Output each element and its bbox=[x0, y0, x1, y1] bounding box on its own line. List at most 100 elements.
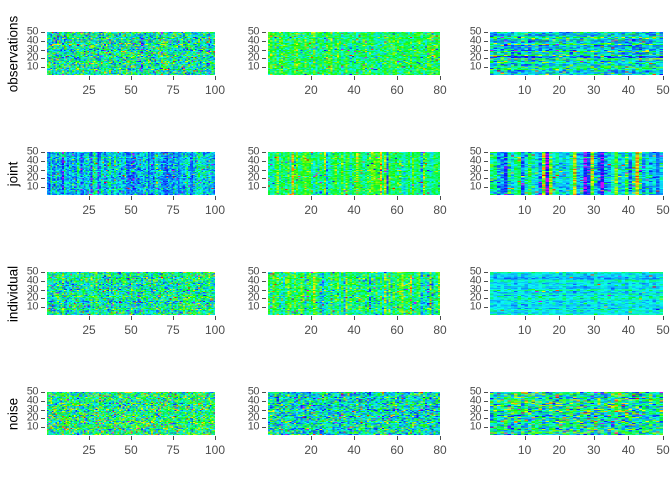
y-axis-tick-mark bbox=[484, 178, 488, 180]
x-axis-tick-mark bbox=[559, 316, 561, 320]
y-axis-tick-label: 40 bbox=[469, 274, 482, 287]
x-axis-tick-mark bbox=[593, 196, 595, 200]
x-axis-tick-mark bbox=[559, 436, 561, 440]
y-axis-tick-mark bbox=[41, 289, 45, 291]
x-axis-tick-label: 10 bbox=[517, 323, 532, 337]
y-axis-tick-mark bbox=[484, 272, 488, 274]
y-axis-tick-label: 30 bbox=[26, 43, 39, 56]
y-axis-tick-mark bbox=[484, 32, 488, 34]
y-axis-tick-label: 30 bbox=[247, 163, 260, 176]
y-axis-tick-mark bbox=[41, 161, 45, 162]
x-axis-tick-mark bbox=[215, 196, 216, 200]
x-axis-tick-mark bbox=[440, 316, 441, 320]
x-axis-tick-label: 50 bbox=[124, 323, 138, 337]
x-axis-tick-label: 80 bbox=[433, 203, 447, 217]
y-axis-tick-label: 50 bbox=[247, 385, 260, 398]
y-axis-tick-mark bbox=[41, 169, 45, 171]
y-axis-tick-mark bbox=[262, 298, 266, 300]
x-axis-tick-label: 25 bbox=[82, 443, 96, 457]
y-axis-tick-label: 30 bbox=[26, 283, 39, 296]
y-axis-tick-label: 40 bbox=[26, 274, 39, 287]
y-axis-tick-mark bbox=[41, 41, 45, 42]
x-axis-tick-label: 30 bbox=[587, 323, 601, 337]
y-axis-tick-label: 20 bbox=[26, 411, 39, 424]
x-axis-tick-label: 20 bbox=[552, 443, 566, 457]
x-axis-tick-mark bbox=[354, 76, 355, 80]
heatmap-image bbox=[47, 32, 215, 75]
y-axis-tick-mark bbox=[262, 392, 266, 394]
x-axis-tick-mark bbox=[89, 196, 90, 200]
x-axis-tick-label: 20 bbox=[552, 203, 566, 217]
y-axis-tick-mark bbox=[262, 306, 266, 308]
y-axis-tick-mark bbox=[262, 178, 266, 180]
x-axis-tick-mark bbox=[215, 436, 216, 440]
x-axis-tick-label: 20 bbox=[304, 443, 318, 457]
y-axis-tick-label: 10 bbox=[469, 180, 482, 193]
y-axis-tick-mark bbox=[41, 392, 45, 394]
y-axis-tick-label: 50 bbox=[469, 265, 482, 278]
x-axis-tick-label: 50 bbox=[124, 203, 138, 217]
y-axis-tick-label: 30 bbox=[469, 163, 482, 176]
heatmap-image bbox=[47, 272, 215, 315]
x-axis-tick-mark bbox=[397, 196, 398, 200]
y-axis-tick-label: 10 bbox=[26, 60, 39, 73]
y-axis-tick-label: 50 bbox=[26, 265, 39, 278]
y-axis-tick-mark bbox=[484, 281, 488, 282]
y-axis-tick-mark bbox=[484, 409, 488, 411]
x-axis-tick-label: 100 bbox=[204, 323, 226, 337]
y-axis-tick-mark bbox=[262, 161, 266, 162]
y-axis-tick-label: 40 bbox=[247, 274, 260, 287]
y-axis-tick-label: 20 bbox=[247, 411, 260, 424]
x-axis-tick-mark bbox=[593, 436, 595, 440]
heatmap-image bbox=[268, 272, 440, 315]
heatmap-image bbox=[490, 392, 663, 435]
x-axis-tick-label: 75 bbox=[166, 443, 180, 457]
y-axis-tick-label: 20 bbox=[26, 171, 39, 184]
x-axis-tick-mark bbox=[311, 316, 312, 320]
x-axis-tick-label: 20 bbox=[304, 323, 318, 337]
y-axis-tick-mark bbox=[41, 418, 45, 420]
heatmap-image bbox=[47, 152, 215, 195]
x-axis-tick-mark bbox=[354, 196, 355, 200]
y-axis-tick-mark bbox=[41, 272, 45, 274]
x-axis-tick-mark bbox=[593, 76, 595, 80]
y-axis-tick-mark bbox=[41, 298, 45, 300]
x-axis-tick-label: 30 bbox=[587, 203, 601, 217]
y-axis-tick-label: 40 bbox=[469, 154, 482, 167]
y-axis-tick-mark bbox=[484, 401, 488, 402]
heatmap-image bbox=[490, 152, 663, 195]
y-axis-tick-mark bbox=[484, 169, 488, 171]
x-axis-tick-label: 100 bbox=[204, 203, 226, 217]
row-label-joint: joint bbox=[5, 161, 21, 186]
x-axis-tick-mark bbox=[131, 436, 132, 440]
y-axis-tick-mark bbox=[41, 32, 45, 34]
y-axis-tick-label: 50 bbox=[247, 25, 260, 38]
y-axis-tick-label: 20 bbox=[247, 51, 260, 64]
x-axis-tick-label: 75 bbox=[166, 83, 180, 97]
y-axis-tick-mark bbox=[262, 32, 266, 34]
y-axis-tick-label: 50 bbox=[247, 265, 260, 278]
y-axis-tick-mark bbox=[484, 152, 488, 154]
y-axis-tick-label: 40 bbox=[26, 154, 39, 167]
y-axis-tick-label: 10 bbox=[247, 420, 260, 433]
y-axis-tick-mark bbox=[484, 161, 488, 162]
y-axis-tick-label: 10 bbox=[26, 180, 39, 193]
x-axis-tick-label: 40 bbox=[347, 83, 361, 97]
y-axis-tick-label: 40 bbox=[26, 34, 39, 47]
y-axis-tick-label: 10 bbox=[469, 300, 482, 313]
y-axis-tick-label: 50 bbox=[469, 385, 482, 398]
x-axis-tick-mark bbox=[215, 316, 216, 320]
y-axis-tick-label: 10 bbox=[247, 60, 260, 73]
row-label-noise: noise bbox=[5, 397, 21, 430]
x-axis-tick-mark bbox=[663, 436, 664, 440]
x-axis-tick-mark bbox=[628, 316, 630, 320]
x-axis-tick-label: 25 bbox=[82, 203, 96, 217]
y-axis-tick-mark bbox=[41, 66, 45, 68]
x-axis-tick-mark bbox=[354, 436, 355, 440]
y-axis-tick-mark bbox=[484, 426, 488, 428]
heatmap-image bbox=[268, 32, 440, 75]
y-axis-tick-label: 40 bbox=[26, 394, 39, 407]
y-axis-tick-mark bbox=[41, 306, 45, 308]
y-axis-tick-mark bbox=[262, 426, 266, 428]
x-axis-tick-mark bbox=[559, 196, 561, 200]
